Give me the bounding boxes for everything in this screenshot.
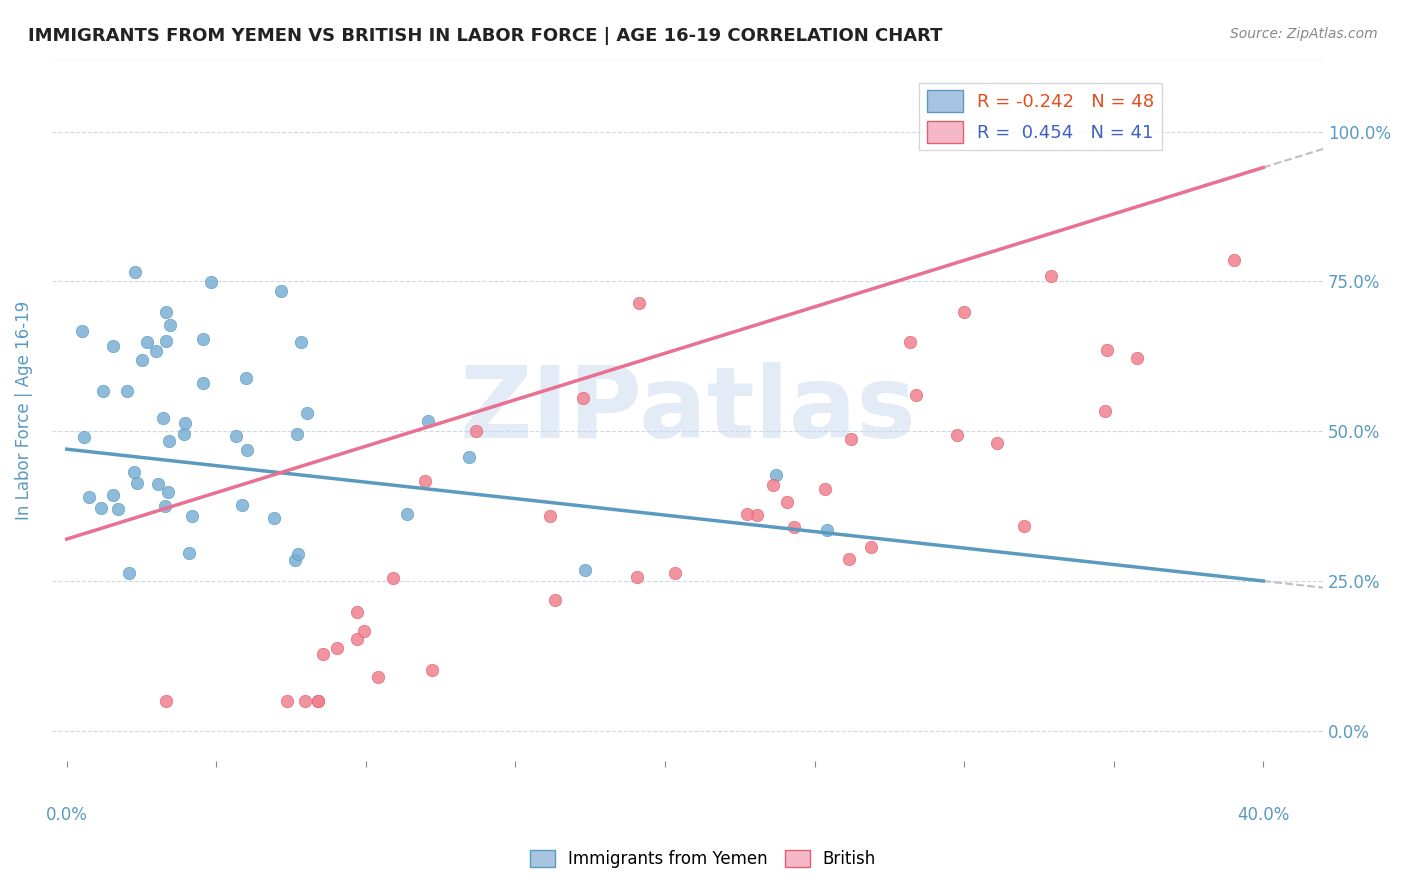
Point	[287, 547, 309, 561]
Point	[122, 465, 145, 479]
Point	[263, 511, 285, 525]
Point	[131, 353, 153, 368]
Point	[136, 335, 159, 350]
Point	[177, 546, 200, 560]
Point	[311, 647, 333, 661]
Point	[285, 426, 308, 441]
Point	[420, 663, 443, 677]
Point	[107, 502, 129, 516]
Legend: Immigrants from Yemen, British: Immigrants from Yemen, British	[523, 843, 883, 875]
Point	[776, 495, 799, 509]
Point	[735, 507, 758, 521]
Point	[295, 406, 318, 420]
Point	[156, 484, 179, 499]
Point	[155, 499, 177, 513]
Point	[152, 411, 174, 425]
Point	[905, 388, 928, 402]
Point	[307, 694, 329, 708]
Point	[838, 552, 860, 566]
Point	[457, 450, 479, 464]
Point	[574, 563, 596, 577]
Point	[747, 508, 769, 522]
Point	[572, 392, 595, 406]
Point	[191, 332, 214, 346]
Point	[664, 566, 686, 580]
Point	[413, 475, 436, 489]
Point	[1222, 252, 1244, 267]
Point	[294, 694, 316, 708]
Point	[145, 344, 167, 359]
Point	[367, 670, 389, 684]
Point	[284, 553, 307, 567]
Legend: R = -0.242   N = 48, R =  0.454   N = 41: R = -0.242 N = 48, R = 0.454 N = 41	[920, 83, 1161, 150]
Point	[627, 296, 650, 310]
Point	[898, 335, 921, 350]
Point	[174, 417, 197, 431]
Point	[157, 434, 180, 448]
Point	[1095, 343, 1118, 357]
Point	[416, 414, 439, 428]
Point	[173, 426, 195, 441]
Point	[115, 384, 138, 398]
Point	[1012, 519, 1035, 533]
Point	[231, 498, 253, 512]
Text: 0.0%: 0.0%	[46, 806, 87, 824]
Point	[270, 284, 292, 298]
Point	[101, 339, 124, 353]
Point	[307, 694, 329, 708]
Point	[860, 540, 883, 554]
Point	[326, 640, 349, 655]
Point	[118, 566, 141, 581]
Point	[191, 376, 214, 391]
Point	[986, 436, 1008, 450]
Point	[155, 694, 177, 708]
Point	[544, 592, 567, 607]
Point	[464, 425, 486, 439]
Point	[346, 632, 368, 646]
Point	[395, 508, 418, 522]
Point	[159, 318, 181, 332]
Point	[626, 570, 648, 584]
Point	[814, 482, 837, 496]
Y-axis label: In Labor Force | Age 16-19: In Labor Force | Age 16-19	[15, 301, 32, 520]
Point	[155, 304, 177, 318]
Point	[381, 571, 404, 585]
Point	[353, 624, 375, 639]
Point	[1094, 404, 1116, 418]
Point	[235, 371, 257, 385]
Point	[1040, 268, 1063, 283]
Point	[200, 276, 222, 290]
Point	[1126, 351, 1149, 365]
Point	[180, 509, 202, 524]
Point	[73, 430, 96, 444]
Point	[225, 429, 247, 443]
Point	[91, 384, 114, 398]
Text: IMMIGRANTS FROM YEMEN VS BRITISH IN LABOR FORCE | AGE 16-19 CORRELATION CHART: IMMIGRANTS FROM YEMEN VS BRITISH IN LABO…	[28, 27, 942, 45]
Point	[762, 478, 785, 492]
Point	[155, 334, 177, 348]
Point	[124, 265, 146, 279]
Point	[90, 501, 112, 516]
Point	[276, 694, 298, 708]
Text: 40.0%: 40.0%	[1237, 806, 1289, 824]
Point	[839, 432, 862, 446]
Text: ZIPatlas: ZIPatlas	[458, 362, 915, 458]
Point	[125, 475, 148, 490]
Point	[346, 605, 368, 619]
Point	[946, 428, 969, 442]
Point	[146, 477, 169, 491]
Text: Source: ZipAtlas.com: Source: ZipAtlas.com	[1230, 27, 1378, 41]
Point	[782, 519, 804, 533]
Point	[290, 335, 312, 350]
Point	[70, 324, 93, 338]
Point	[953, 305, 976, 319]
Point	[103, 488, 125, 502]
Point	[815, 523, 838, 537]
Point	[236, 443, 259, 458]
Point	[765, 467, 787, 482]
Point	[538, 509, 561, 524]
Point	[77, 490, 100, 504]
